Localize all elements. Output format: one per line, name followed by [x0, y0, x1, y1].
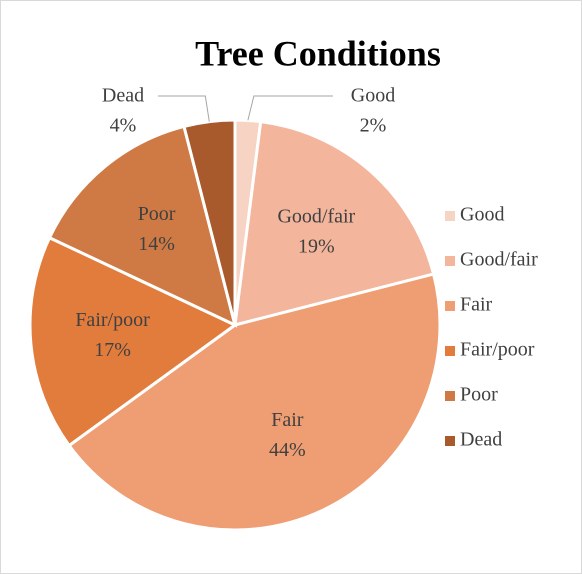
pie-slice: [28, 235, 238, 448]
legend-swatch: [445, 256, 455, 266]
slice-value-label: 19%: [298, 235, 335, 257]
legend-label: Fair: [460, 294, 493, 316]
slice-label: Good/fair: [277, 205, 355, 227]
slice-label: Dead: [102, 85, 144, 107]
legend-swatch: [445, 391, 455, 401]
slice-value-label: 14%: [138, 233, 175, 255]
slice-value-label: 4%: [110, 115, 137, 137]
legend-label: Fair/poor: [460, 339, 535, 361]
pie-slice: [67, 272, 442, 532]
legend-swatch: [445, 211, 455, 221]
pie-slice: [233, 119, 436, 328]
slice-label: Fair: [271, 409, 304, 431]
legend-label: Poor: [460, 384, 498, 406]
slice-value-label: 44%: [269, 439, 306, 461]
leader-line: [158, 95, 210, 122]
chart-title: Tree Conditions: [195, 33, 441, 73]
legend-swatch: [445, 301, 455, 311]
slice-value-label: 2%: [360, 115, 387, 137]
pie-slice: [182, 118, 237, 326]
slice-label: Fair/poor: [75, 309, 150, 331]
leader-line: [247, 95, 333, 121]
legend-swatch: [445, 436, 455, 446]
slice-label: Good: [351, 85, 395, 107]
legend-label: Good/fair: [460, 249, 538, 271]
slice-value-label: 17%: [94, 339, 131, 361]
slice-label: Poor: [138, 203, 176, 225]
legend-swatch: [445, 346, 455, 356]
legend-label: Good: [460, 204, 504, 226]
pie-slice: [47, 124, 238, 328]
legend-label: Dead: [460, 429, 502, 451]
